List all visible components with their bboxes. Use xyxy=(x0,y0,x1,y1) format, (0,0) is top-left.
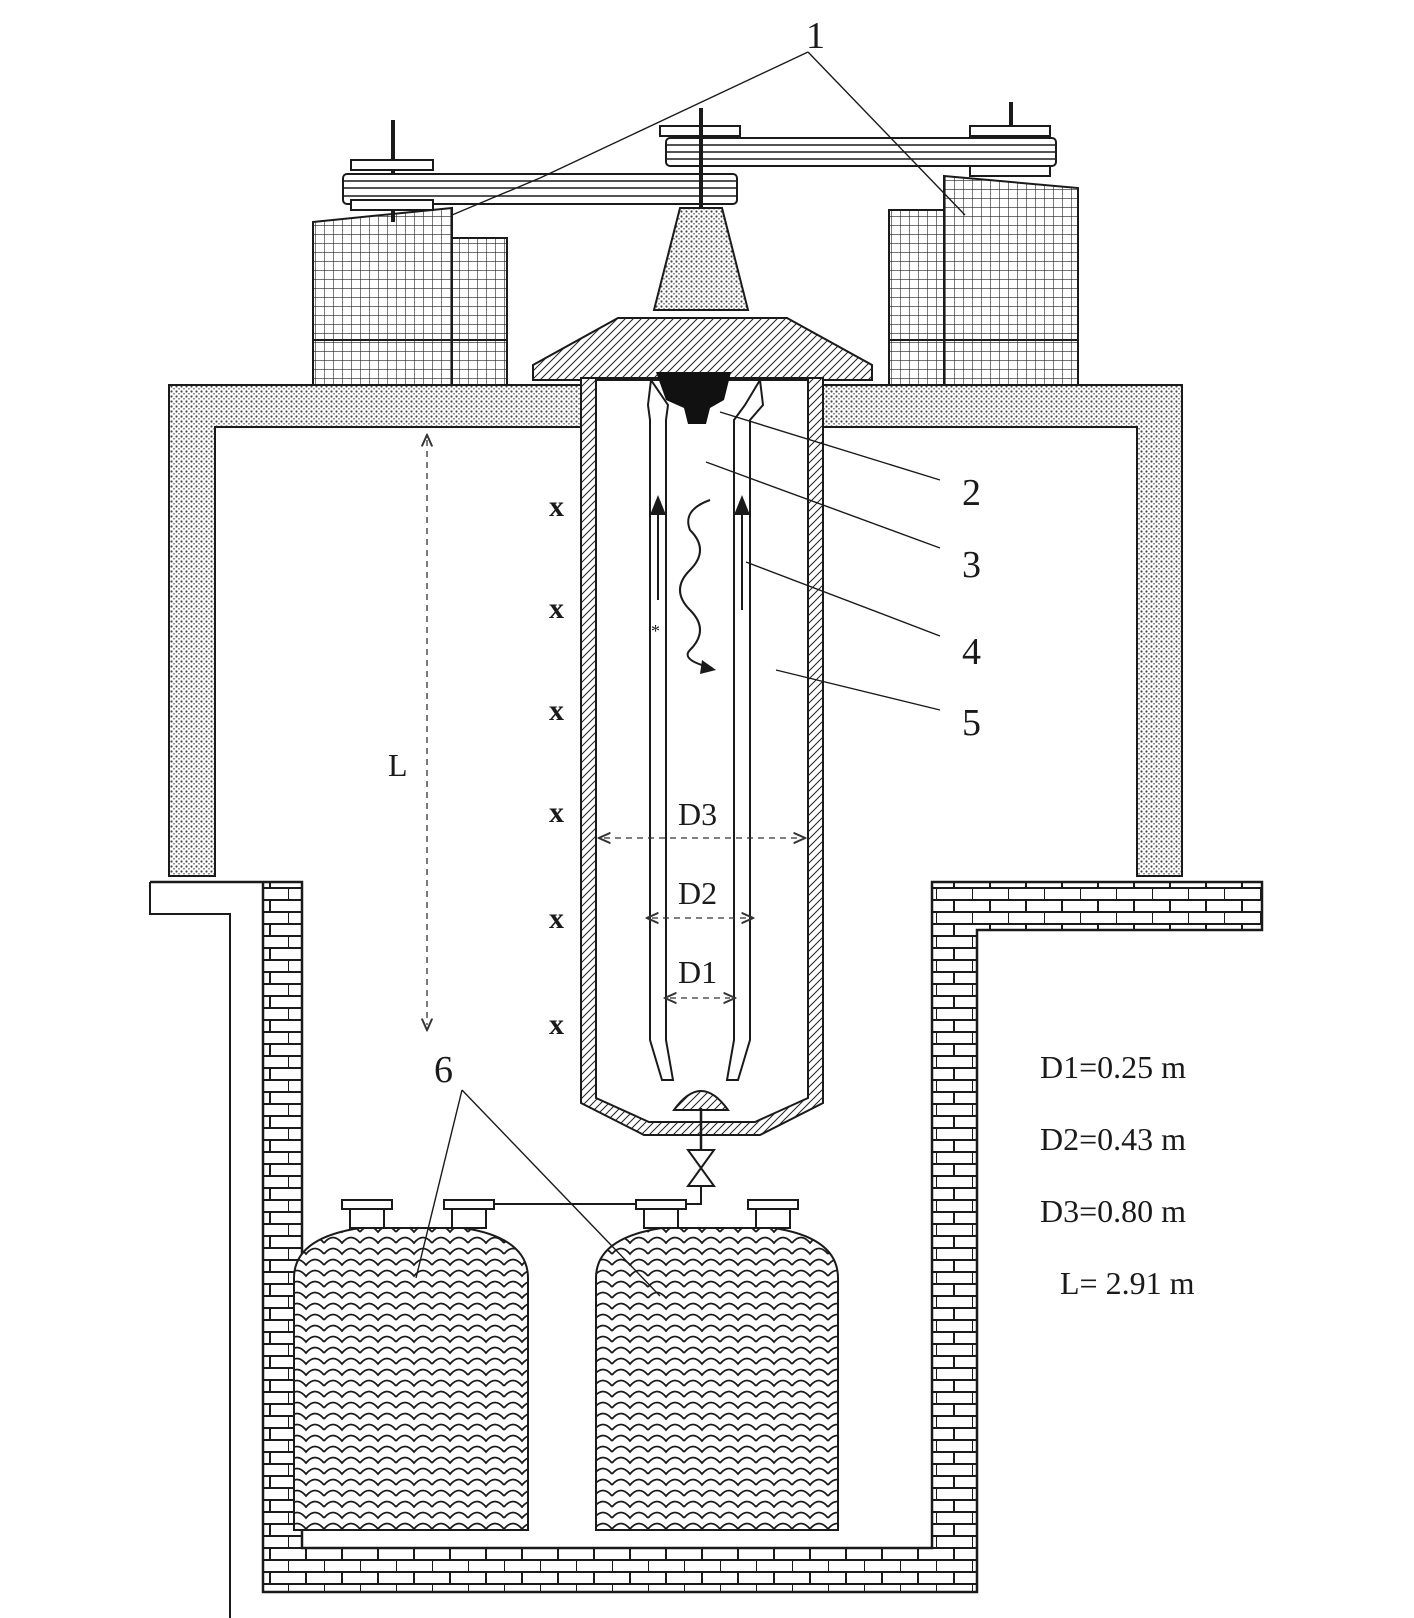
drive-belt-right xyxy=(659,125,1057,177)
dimension-lines xyxy=(427,440,800,1025)
tank-left xyxy=(293,1199,529,1531)
marker-x-5: x xyxy=(549,902,564,935)
marker-x-6: x xyxy=(549,1008,564,1041)
spec-d2: D2=0.43 m xyxy=(1040,1121,1186,1157)
dimension-label-d1: D1 xyxy=(678,954,717,990)
dimension-label-l: L xyxy=(388,747,408,783)
coupling-cone xyxy=(652,207,750,311)
callout-4: 4 xyxy=(962,631,981,673)
top-nozzle xyxy=(656,372,731,424)
dimension-label-d2: D2 xyxy=(678,875,717,911)
drive-belt-left xyxy=(342,159,738,211)
draft-tube xyxy=(646,376,765,1081)
spec-l: L= 2.91 m xyxy=(1060,1265,1195,1301)
callout-5: 5 xyxy=(962,702,981,744)
callout-1: 1 xyxy=(806,15,825,57)
marker-x-3: x xyxy=(549,694,564,727)
leader-lines xyxy=(415,51,966,1297)
callout-6: 6 xyxy=(434,1049,453,1091)
callout-2: 2 xyxy=(962,472,981,514)
marker-x-1: x xyxy=(549,490,564,523)
marker-x-2: x xyxy=(549,592,564,625)
marker-x-4: x xyxy=(549,796,564,829)
callout-3: 3 xyxy=(962,544,981,586)
spec-d1: D1=0.25 m xyxy=(1040,1049,1186,1085)
spec-d3: D3=0.80 m xyxy=(1040,1193,1186,1229)
tank-right xyxy=(595,1199,839,1531)
flow-arrows: * xyxy=(650,495,750,674)
dimension-label-d3: D3 xyxy=(678,796,717,832)
reactor-head xyxy=(532,317,873,381)
svg-text:*: * xyxy=(651,621,660,641)
